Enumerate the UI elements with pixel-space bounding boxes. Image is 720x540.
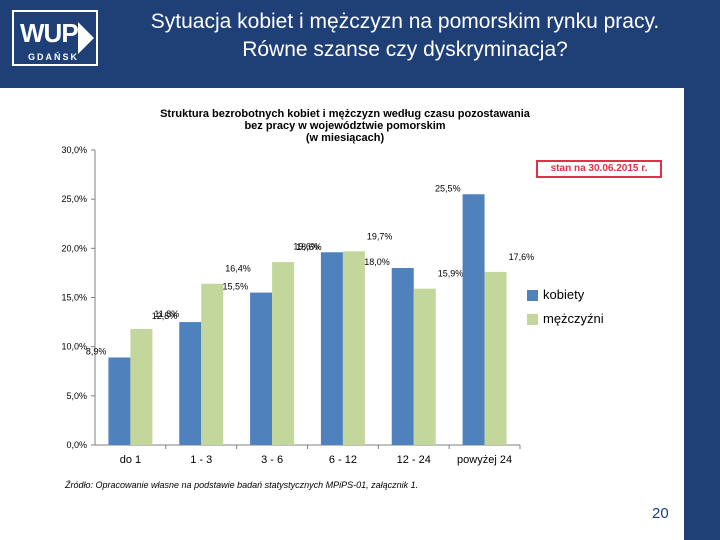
- data-label-mezczyzni: 15,9%: [438, 269, 464, 279]
- y-tick-label: 25,0%: [61, 194, 87, 204]
- bar-mezczyzni: [272, 262, 295, 445]
- data-label-kobiety: 25,5%: [435, 183, 461, 193]
- x-tick-label: 3 - 6: [261, 454, 283, 466]
- chart-title: Struktura bezrobotnych kobiet i mężczyzn…: [140, 108, 550, 144]
- data-label-mezczyzni: 18,6%: [296, 242, 322, 252]
- data-label-mezczyzni: 11,8%: [154, 309, 179, 319]
- bar-kobiety: [391, 268, 414, 445]
- x-tick-label: 1 - 3: [190, 454, 212, 466]
- y-tick-label: 30,0%: [61, 145, 87, 155]
- legend-swatch-kobiety: [527, 290, 538, 301]
- y-tick-label: 15,0%: [61, 293, 87, 303]
- bar-kobiety: [320, 252, 343, 445]
- bar-mezczyzni: [484, 271, 507, 445]
- x-tick-label: do 1: [120, 454, 141, 466]
- chart-title-line-2: bez pracy w województwie pomorskim: [244, 120, 446, 132]
- chart-title-line-1: Struktura bezrobotnych kobiet i mężczyzn…: [160, 108, 530, 120]
- chart-title-line-3: (w miesiącach): [305, 132, 385, 144]
- x-tick-label: powyżej 24: [457, 454, 512, 466]
- bar-kobiety: [179, 322, 202, 445]
- y-tick-label: 0,0%: [66, 440, 87, 450]
- bar-kobiety: [462, 194, 485, 445]
- x-tick-label: 12 - 24: [397, 454, 431, 466]
- legend-swatch-mezczyzni: [527, 314, 538, 325]
- bar-kobiety: [108, 357, 131, 445]
- data-label-mezczyzni: 16,4%: [225, 264, 251, 274]
- data-label-kobiety: 8,9%: [86, 346, 107, 356]
- data-label-mezczyzni: 17,6%: [509, 252, 535, 262]
- bar-kobiety: [250, 292, 273, 445]
- bar-mezczyzni: [342, 251, 365, 445]
- slide-title-line-2: Równe szanse czy dyskryminacja?: [242, 38, 568, 61]
- y-tick-label: 5,0%: [66, 391, 87, 401]
- right-side-bar: [684, 88, 720, 540]
- x-tick-label: 6 - 12: [329, 454, 357, 466]
- logo-subtext: GDAŃSK: [28, 52, 80, 62]
- bar-mezczyzni: [413, 288, 436, 445]
- wup-logo: WUP GDAŃSK: [12, 10, 98, 66]
- legend-label-kobiety: kobiety: [543, 287, 585, 302]
- slide-title-line-1: Sytuacja kobiet i mężczyzn na pomorskim …: [150, 10, 660, 33]
- header-bar: WUP GDAŃSK Sytuacja kobiet i mężczyzn na…: [0, 0, 720, 88]
- y-tick-label: 10,0%: [61, 342, 87, 352]
- data-label-kobiety: 18,0%: [364, 257, 390, 267]
- data-label-kobiety: 15,5%: [223, 282, 249, 292]
- logo-text: WUP: [20, 18, 79, 48]
- page-number: 20: [652, 505, 669, 522]
- data-label-kobiety: 12,5%: [152, 311, 178, 321]
- data-label-kobiety: 19,6%: [293, 241, 319, 251]
- y-tick-label: 20,0%: [61, 243, 87, 253]
- data-label-mezczyzni: 19,7%: [367, 231, 393, 241]
- legend-label-mezczyzni: mężczyźni: [543, 311, 604, 326]
- source-note: Źródło: Opracowanie własne na podstawie …: [65, 480, 419, 490]
- date-stamp: stan na 30.06.2015 r.: [536, 160, 662, 178]
- bar-mezczyzni: [201, 283, 224, 445]
- logo-arrow-icon: [78, 22, 94, 54]
- slide-title: Sytuacja kobiet i mężczyzn na pomorskim …: [110, 8, 700, 64]
- bar-mezczyzni: [130, 328, 153, 445]
